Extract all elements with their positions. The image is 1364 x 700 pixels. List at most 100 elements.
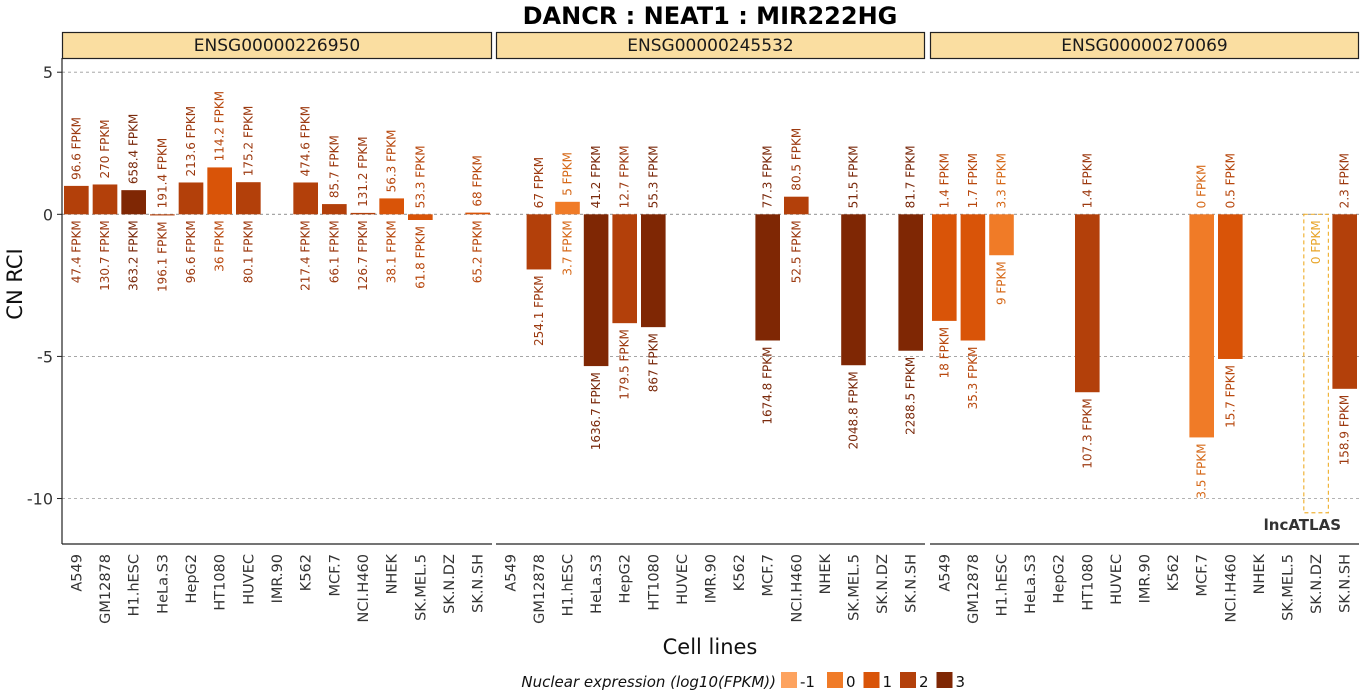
- bar-label-bottom: 363.2 FPKM: [127, 220, 141, 291]
- bar-label-bottom: 18 FPKM: [937, 327, 951, 378]
- panel-ensg00000245532: ENSG00000245532 A549 GM12878 H1.hESC HeLa.S3…: [495, 31, 926, 624]
- x-tick-label: NCI.H460: [789, 554, 805, 622]
- bar-label-bottom: 3.5 FPKM: [1195, 443, 1209, 498]
- bar-label-top: 1.7 FPKM: [966, 153, 980, 208]
- legend-swatch: [936, 672, 953, 688]
- x-tick-label: MCF.7: [1195, 554, 1211, 596]
- bar-label-top: 96.6 FPKM: [69, 117, 83, 180]
- bar-sk-n-dz: 0 FPKM: [1303, 213, 1329, 514]
- bar: [583, 214, 609, 367]
- x-tick-label: SK.N.SH: [1338, 554, 1354, 613]
- legend-swatch: [863, 672, 880, 688]
- bar: [293, 182, 318, 215]
- bar-label-bottom: 1636.7 FPKM: [589, 372, 603, 450]
- x-tick-label: SK.MEL.5: [847, 554, 863, 621]
- bar: [960, 214, 986, 341]
- bar-label-top: 68 FPKM: [471, 155, 485, 206]
- panel-strip: [929, 31, 1360, 60]
- bar-label-top: 213.6 FPKM: [184, 106, 198, 177]
- bar-label-bottom: 867 FPKM: [646, 333, 660, 392]
- bar: [379, 198, 404, 215]
- bar-sk-mel-5: 53.3 FPKM 61.8 FPKM: [408, 145, 433, 289]
- x-tick-label: NHEK: [1252, 554, 1268, 595]
- x-tick-label: SK.N.SH: [904, 554, 920, 613]
- bar: [1218, 214, 1243, 359]
- y-axis: 5 0 -5 -10: [27, 58, 63, 544]
- bar-label-bottom: 2288.5 FPKM: [904, 357, 918, 435]
- bar-label-top: 270 FPKM: [98, 119, 112, 178]
- panel-strip: [61, 31, 493, 60]
- x-tick-label: HUVEC: [675, 554, 691, 605]
- bar-label-top: 1.4 FPKM: [1080, 153, 1094, 208]
- bar: [1189, 214, 1214, 438]
- bar-label-bottom: 61.8 FPKM: [413, 226, 427, 289]
- legend-key-label: -1: [800, 673, 815, 691]
- x-tick-label: NCI.H460: [1223, 554, 1239, 622]
- bar-label-top: 3.3 FPKM: [995, 153, 1009, 208]
- bar-sk-n-sh: 68 FPKM 65.2 FPKM: [465, 155, 490, 283]
- bar-h1-hesc: 658.4 FPKM 363.2 FPKM: [121, 114, 146, 291]
- bar: [641, 214, 666, 328]
- bar-ht1080: 1.4 FPKM 107.3 FPKM: [1075, 153, 1100, 469]
- bar-hepg2: 12.7 FPKM 179.5 FPKM: [612, 145, 637, 400]
- lncatlas-watermark: lncATLAS: [1264, 516, 1341, 534]
- legend-swatch: [827, 672, 843, 688]
- x-tick-label: HT1080: [646, 554, 662, 611]
- x-tick-label: H1.hESC: [561, 554, 577, 616]
- x-tick-label: HUVEC: [1109, 554, 1125, 605]
- legend-key-label: 1: [883, 673, 893, 691]
- bar-h1-hesc: 3.3 FPKM 9 FPKM: [989, 153, 1014, 305]
- x-tick-label: SK.MEL.5: [413, 554, 429, 621]
- legend-key-label: 0: [846, 673, 856, 691]
- bar-hela-s3: 191.4 FPKM 196.1 FPKM: [150, 138, 175, 292]
- bar-label-bottom: 2048.8 FPKM: [847, 371, 861, 449]
- bar: [408, 214, 433, 220]
- bar-mcf-7: 85.7 FPKM 66.1 FPKM: [322, 135, 347, 283]
- bar-sk-n-sh: 2.3 FPKM 158.9 FPKM: [1332, 153, 1357, 465]
- bar-ht1080: 114.2 FPKM 36 FPKM: [207, 91, 232, 272]
- bar-label-top: 77.3 FPKM: [761, 145, 775, 208]
- bar-label-top: 80.5 FPKM: [789, 128, 803, 191]
- bar-label-top: 53.3 FPKM: [413, 145, 427, 208]
- bar-label-bottom: 179.5 FPKM: [618, 329, 632, 400]
- bar-label-top: 474.6 FPKM: [299, 106, 313, 177]
- bar-gm12878: 1.7 FPKM 35.3 FPKM: [960, 153, 986, 409]
- bar-label-bottom: 52.5 FPKM: [789, 220, 803, 283]
- x-tick-label: HepG2: [184, 554, 200, 604]
- x-tick-label: HeLa.S3: [589, 554, 605, 614]
- bar-label-top: 67 FPKM: [532, 157, 546, 208]
- legend-swatch: [900, 672, 916, 688]
- x-tick-label: NHEK: [385, 554, 401, 595]
- y-tick-label: -10: [27, 490, 53, 509]
- bar-a549: 96.6 FPKM 47.4 FPKM: [64, 117, 89, 283]
- x-tick-label: MCF.7: [327, 554, 343, 596]
- bar: [121, 190, 146, 215]
- bar-label-bottom: 130.7 FPKM: [98, 220, 112, 291]
- panel-strip-label: ENSG00000245532: [627, 36, 793, 56]
- bar-ht1080: 55.3 FPKM 867 FPKM: [641, 145, 666, 392]
- x-tick-label: MCF.7: [761, 554, 777, 596]
- bar: [178, 182, 204, 215]
- bar-label-bottom: 9 FPKM: [995, 261, 1009, 305]
- bar-label-top: 41.2 FPKM: [589, 145, 603, 208]
- x-tick-label: SK.N.DZ: [875, 554, 891, 614]
- y-tick-label: 0: [43, 205, 53, 224]
- bar-label-top: 114.2 FPKM: [213, 91, 227, 162]
- bar-label-bottom: 80.1 FPKM: [241, 220, 255, 283]
- bar: [207, 167, 232, 215]
- bar-nci-h460: 0.5 FPKM 15.7 FPKM: [1218, 153, 1243, 428]
- bar-mcf-7: 77.3 FPKM 1674.8 FPKM: [755, 145, 780, 425]
- x-tick-label: K562: [299, 554, 315, 591]
- bar-a549: 1.4 FPKM 18 FPKM: [932, 153, 957, 378]
- x-tick-label: SK.N.DZ: [442, 554, 458, 614]
- x-tick-label: HT1080: [1080, 554, 1096, 611]
- bar-label-bottom: 15.7 FPKM: [1223, 365, 1237, 428]
- panel-strip: [495, 31, 926, 60]
- bar-label-top: 1.4 FPKM: [937, 153, 951, 208]
- legend-key-label: 2: [919, 673, 929, 691]
- bar-label-top: 5 FPKM: [561, 152, 575, 196]
- bar: [465, 212, 490, 215]
- bar-label-bottom: 66.1 FPKM: [327, 220, 341, 283]
- bar: [898, 214, 923, 351]
